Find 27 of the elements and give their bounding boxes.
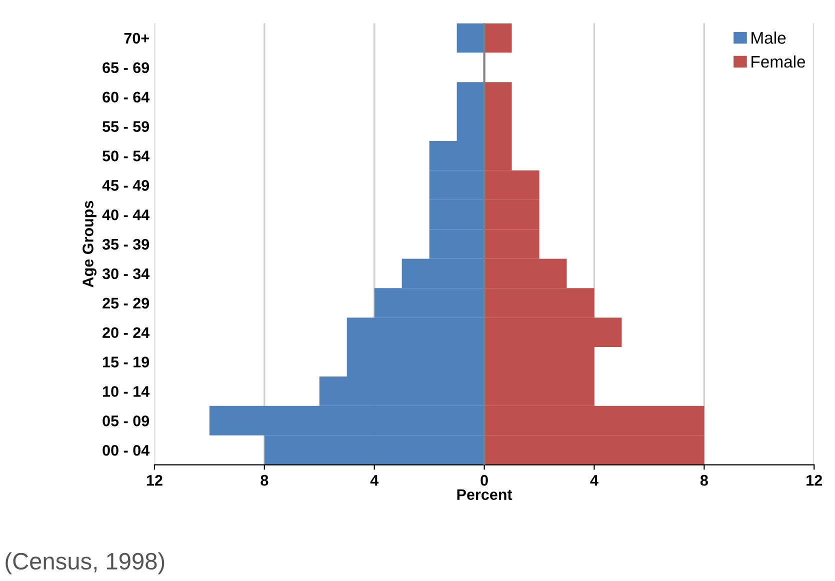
x-axis-title: Percent: [457, 489, 512, 500]
y-tick-label: 25 - 29: [102, 298, 150, 309]
legend-label: Female: [752, 55, 806, 68]
y-axis-title: Age Groups: [82, 200, 96, 288]
y-tick-label: 40 - 44: [102, 209, 150, 220]
y-tick-label: 30 - 34: [102, 268, 150, 280]
x-tick-label: 8: [260, 474, 268, 486]
y-tick-label: 45 - 49: [102, 180, 150, 191]
y-tick-label: 15 - 19: [103, 356, 150, 368]
legend-label: Male: [752, 32, 786, 44]
x-tick-label: 8: [700, 474, 708, 486]
y-tick-label: 55 - 59: [102, 121, 150, 132]
y-tick-label: 00 - 04: [102, 444, 150, 456]
y-tick-label: 60 - 64: [102, 92, 150, 103]
y-tick-label: 65 - 69: [102, 62, 150, 74]
text: (Census, 1998): [6, 552, 164, 574]
y-tick-label: 50 - 54: [102, 150, 150, 162]
y-tick-label: 20 - 24: [102, 327, 150, 338]
x-tick-label: 12: [146, 474, 162, 486]
y-tick-label: 35 - 39: [102, 238, 150, 250]
y-tick-label: 70+: [124, 32, 149, 44]
x-tick-label: 4: [370, 475, 379, 486]
y-tick-label: 05 - 09: [102, 416, 150, 426]
x-tick-label: 4: [590, 475, 598, 486]
x-tick-label: 12: [806, 474, 822, 486]
y-tick-label: 10 - 14: [103, 386, 150, 397]
x-tick-label: 0: [480, 474, 488, 486]
